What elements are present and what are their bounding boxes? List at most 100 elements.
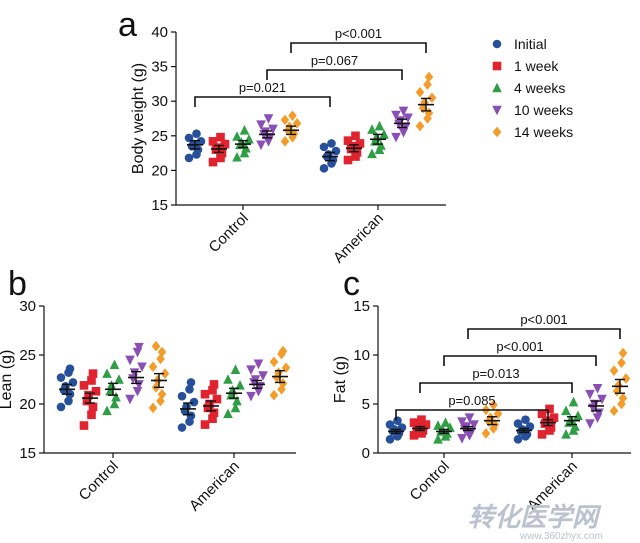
bracket-line — [266, 69, 403, 80]
data-point — [327, 139, 336, 148]
y-tick-label: 20 — [19, 396, 36, 413]
data-point — [393, 416, 402, 425]
bracket-line — [194, 96, 331, 107]
data-point — [513, 419, 523, 428]
data-point — [185, 385, 194, 394]
data-point — [196, 137, 206, 146]
data-point — [343, 155, 353, 165]
data-point — [258, 371, 268, 381]
data-point — [269, 356, 279, 368]
data-point — [230, 364, 241, 374]
y-tick-label: 15 — [151, 197, 168, 214]
data-point — [186, 411, 196, 421]
y-tick-label: 20 — [151, 162, 168, 179]
series-1-week — [409, 404, 559, 440]
data-point — [367, 148, 377, 159]
y-tick-label: 35 — [151, 59, 168, 76]
x-category-label: Control — [407, 458, 453, 504]
data-point — [288, 110, 297, 122]
data-point — [88, 369, 98, 378]
data-point — [278, 378, 288, 389]
data-point — [56, 402, 66, 412]
p-value-label: p=0.067 — [311, 53, 358, 68]
data-point — [148, 361, 158, 373]
data-point — [421, 420, 431, 429]
data-point — [269, 389, 279, 401]
panel-letter-b: b — [8, 265, 27, 303]
series-4-weeks — [102, 359, 245, 419]
legend-marker — [492, 105, 502, 116]
significance-bracket: p=0.021 — [194, 80, 331, 107]
series-14-weeks — [148, 340, 291, 414]
series-14-weeks — [481, 347, 631, 439]
data-point — [200, 420, 210, 429]
data-point — [232, 395, 242, 406]
x-category-label: American — [330, 210, 387, 267]
data-point — [102, 368, 112, 378]
data-point — [469, 420, 479, 430]
data-point — [391, 132, 401, 143]
data-point — [391, 110, 401, 121]
data-point — [216, 132, 225, 142]
data-point — [537, 409, 547, 419]
data-point — [376, 140, 386, 150]
data-point — [109, 359, 120, 370]
data-point — [415, 86, 425, 98]
data-point — [213, 143, 222, 152]
y-tick-label: 0 — [362, 445, 370, 462]
data-point — [570, 421, 580, 431]
data-point — [79, 421, 89, 430]
data-point — [617, 357, 626, 369]
data-point — [132, 386, 143, 397]
data-point — [348, 141, 357, 151]
data-point — [385, 420, 395, 429]
data-point — [208, 137, 218, 146]
y-axis-title: Lean (g) — [0, 350, 15, 410]
significance-bracket: p<0.001 — [290, 26, 427, 53]
y-tick-label: 15 — [353, 298, 370, 315]
p-value-label: p=0.013 — [472, 366, 519, 381]
data-point — [614, 380, 623, 391]
data-point — [148, 402, 158, 414]
data-point — [521, 415, 530, 424]
data-point — [617, 398, 626, 410]
panel-a: a 15 20 25 30 35 40 Body weight (g) Control Ameri… — [118, 6, 573, 267]
data-point — [151, 340, 161, 352]
data-point — [109, 398, 120, 409]
data-point — [157, 388, 167, 400]
data-point — [82, 396, 92, 406]
series-1-week — [208, 131, 365, 167]
y-tick-label: 25 — [19, 347, 36, 364]
data-point — [239, 124, 250, 135]
data-point — [220, 139, 230, 149]
data-point — [609, 405, 619, 417]
data-point — [281, 362, 291, 374]
significance-bracket: p<0.001 — [443, 339, 597, 366]
data-point — [268, 124, 278, 135]
data-point — [125, 394, 135, 405]
data-point — [385, 434, 395, 444]
data-point — [79, 381, 89, 390]
data-point — [223, 408, 233, 419]
data-point — [186, 378, 196, 387]
bracket-line — [467, 328, 621, 339]
data-point — [129, 368, 140, 378]
y-tick-label: 30 — [19, 298, 36, 315]
data-point — [324, 150, 333, 159]
data-point — [134, 342, 144, 353]
data-point — [417, 415, 426, 424]
data-point — [561, 429, 571, 439]
data-point — [177, 391, 187, 401]
data-point — [489, 399, 498, 411]
y-axis-title: Fat (g) — [332, 356, 349, 403]
legend-label: 1 week — [514, 58, 559, 74]
series-4-weeks — [232, 120, 389, 162]
y-tick-label: 5 — [362, 396, 370, 413]
p-value-label: p=0.085 — [448, 393, 495, 408]
data-point — [56, 373, 66, 382]
bracket-line — [419, 382, 573, 393]
panel-letter-c: c — [343, 265, 360, 303]
data-point — [157, 346, 167, 358]
data-point — [457, 417, 467, 427]
